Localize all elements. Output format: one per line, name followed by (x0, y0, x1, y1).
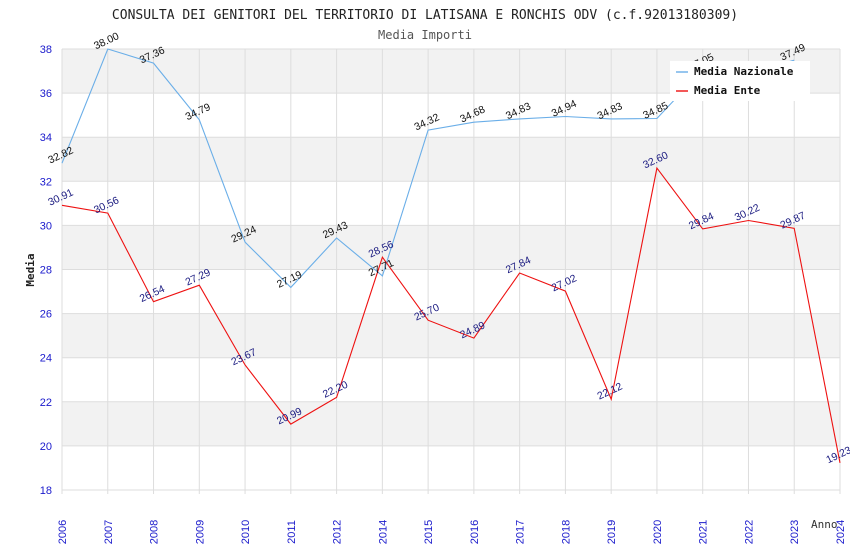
x-tick-label: 2011 (286, 520, 298, 544)
y-tick-label: 30 (40, 220, 52, 232)
y-tick-label: 26 (40, 309, 52, 321)
x-tick-label: 2020 (652, 520, 664, 544)
x-tick-label: 2024 (835, 520, 847, 544)
x-tick-label: 2022 (743, 520, 755, 544)
band (62, 357, 840, 402)
x-axis-label: Anno (811, 518, 838, 531)
gridlines (61, 48, 841, 494)
band (62, 313, 840, 358)
legend-label-media-ente: Media Ente (694, 84, 761, 97)
x-tick-label: 2023 (789, 520, 801, 544)
x-tick-label: 2021 (698, 520, 710, 544)
x-tick-label: 2008 (149, 520, 161, 544)
y-tick-label: 32 (40, 176, 52, 188)
y-tick-label: 18 (40, 485, 52, 497)
chart-title: CONSULTA DEI GENITORI DEL TERRITORIO DI … (112, 8, 738, 23)
y-axis-label: Media (24, 253, 37, 286)
x-tick-label: 2009 (194, 520, 206, 544)
y-tick-label: 34 (40, 132, 52, 144)
band (62, 181, 840, 226)
band (62, 445, 840, 490)
band (62, 269, 840, 314)
legend-label-media-nazionale: Media Nazionale (694, 65, 794, 78)
plot-background-bands (62, 49, 840, 490)
x-tick-label: 2018 (560, 520, 572, 544)
x-tick-label: 2015 (423, 520, 435, 544)
x-tick-label: 2007 (103, 520, 115, 544)
band (62, 225, 840, 270)
x-tick-label: 2014 (377, 520, 389, 544)
legend: Media Nazionale Media Ente (670, 61, 810, 101)
y-tick-label: 24 (40, 353, 52, 365)
y-axis-ticks: 18 20 22 24 26 28 30 32 34 36 38 (40, 44, 52, 497)
x-tick-label: 2016 (469, 520, 481, 544)
x-tick-label: 2012 (332, 520, 344, 544)
series-lines (61, 48, 841, 464)
band (62, 137, 840, 182)
x-tick-label: 2006 (57, 520, 69, 544)
y-tick-label: 28 (40, 265, 52, 277)
x-tick-label: 2017 (515, 520, 527, 544)
x-tick-label: 2010 (240, 520, 252, 544)
series-line-media-nazionale (61, 48, 795, 289)
y-tick-label: 36 (40, 88, 52, 100)
band (62, 401, 840, 446)
y-tick-label: 22 (40, 397, 52, 409)
legend-box (670, 61, 810, 101)
y-tick-label: 38 (40, 44, 52, 56)
series-line-media-ente (61, 166, 841, 464)
x-axis-ticks: 2006 2007 2008 2009 2010 2011 2012 2014 2015 2016… (57, 520, 847, 544)
y-tick-label: 20 (40, 441, 52, 453)
chart-subtitle: Media Importi (378, 28, 472, 42)
x-tick-label: 2019 (606, 520, 618, 544)
